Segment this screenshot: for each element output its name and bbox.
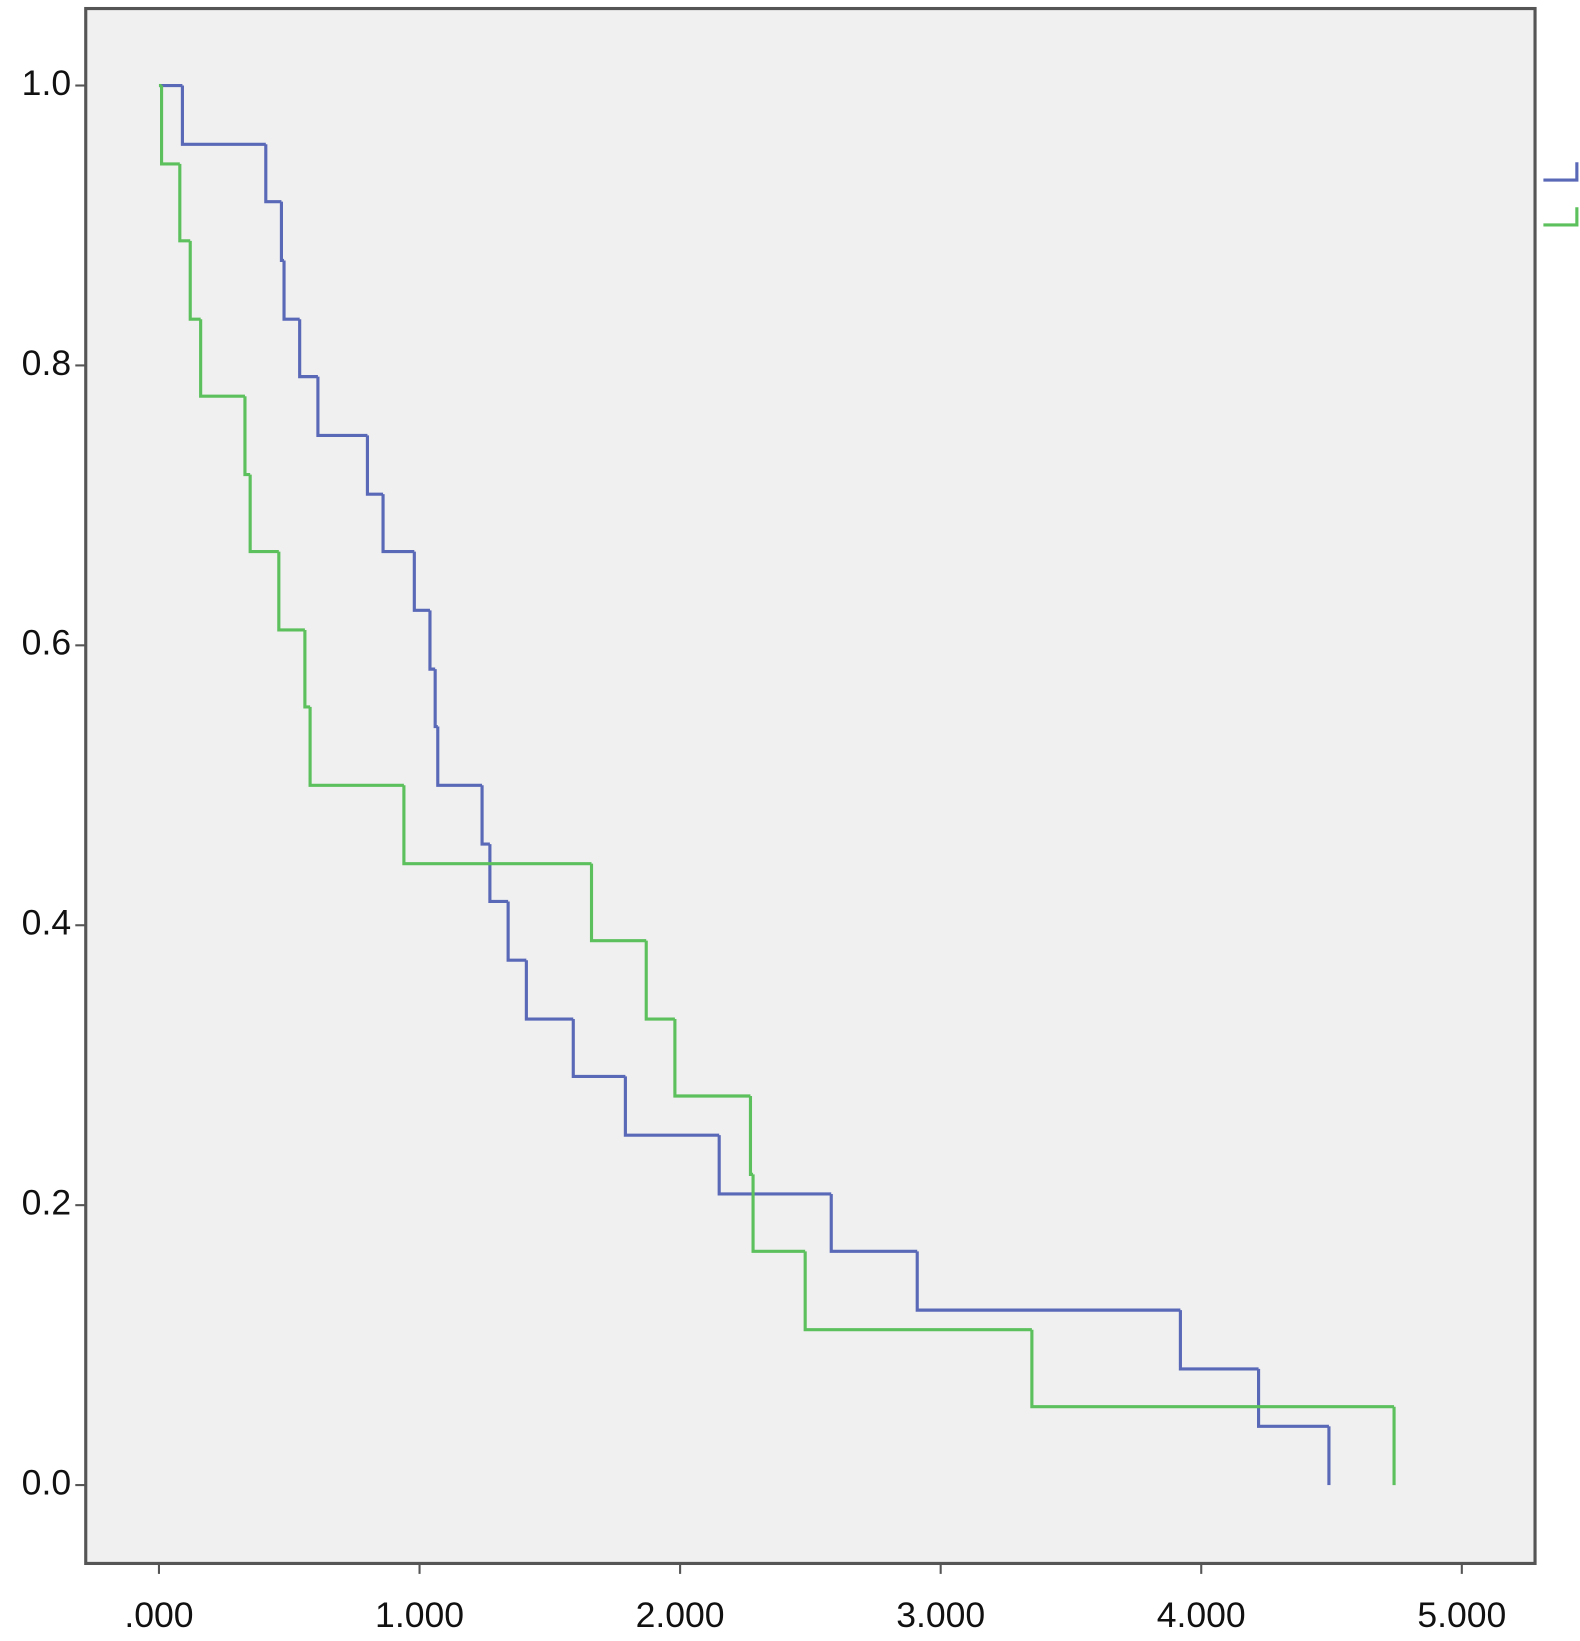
x-tick-label: 1.000 <box>375 1595 464 1635</box>
survival-step <box>480 785 490 846</box>
survival-step <box>623 1076 720 1137</box>
survival-step <box>279 201 285 263</box>
survival-step <box>365 435 384 496</box>
survival-step <box>180 85 266 146</box>
survival-step <box>282 260 300 321</box>
survival-step <box>402 785 592 866</box>
survival-step <box>178 163 191 243</box>
x-tick-label: 4.000 <box>1157 1595 1246 1635</box>
survival-step <box>915 1251 1181 1312</box>
y-tick-label: 0.8 <box>22 343 71 383</box>
legend-swatch <box>1543 162 1579 182</box>
survival-step <box>264 144 282 204</box>
y-tick-label: 0.6 <box>22 623 71 663</box>
y-tick-label: 0.2 <box>22 1183 71 1223</box>
x-tick-label: 2.000 <box>636 1595 725 1635</box>
y-tick-label: 0.4 <box>22 903 71 943</box>
survival-step <box>199 319 245 398</box>
survival-step <box>381 494 415 554</box>
y-tick-label: 1.0 <box>22 63 71 103</box>
survival-step <box>412 551 430 612</box>
survival-step <box>589 863 647 943</box>
survival-step <box>243 396 251 477</box>
x-tick-label: .000 <box>124 1595 193 1635</box>
survival-step <box>571 1019 626 1078</box>
survival-step <box>303 629 311 709</box>
survival-step <box>160 85 180 166</box>
survival-step <box>506 901 527 962</box>
survival-step <box>1257 1368 1329 1428</box>
survival-step <box>673 1019 751 1098</box>
survival-step <box>524 960 574 1021</box>
survival-step <box>298 319 318 379</box>
survival-step <box>188 240 201 321</box>
survival-step <box>436 726 483 787</box>
survival-step <box>248 474 279 554</box>
survival-step <box>308 706 404 787</box>
survival-step <box>1030 1329 1395 1409</box>
survival-step <box>829 1193 918 1253</box>
survival-step <box>803 1251 1032 1332</box>
survival-step <box>428 610 436 671</box>
x-tick-label: 3.000 <box>896 1595 985 1635</box>
legend-swatch <box>1543 207 1579 227</box>
x-tick-label: 5.000 <box>1417 1595 1506 1635</box>
survival-step <box>316 376 368 437</box>
survival-step <box>717 1135 832 1196</box>
survival-step <box>751 1174 806 1253</box>
survival-step <box>277 551 305 632</box>
survival-step <box>644 940 675 1021</box>
y-tick-label: 0.0 <box>22 1462 71 1502</box>
survival-step <box>1178 1310 1259 1371</box>
